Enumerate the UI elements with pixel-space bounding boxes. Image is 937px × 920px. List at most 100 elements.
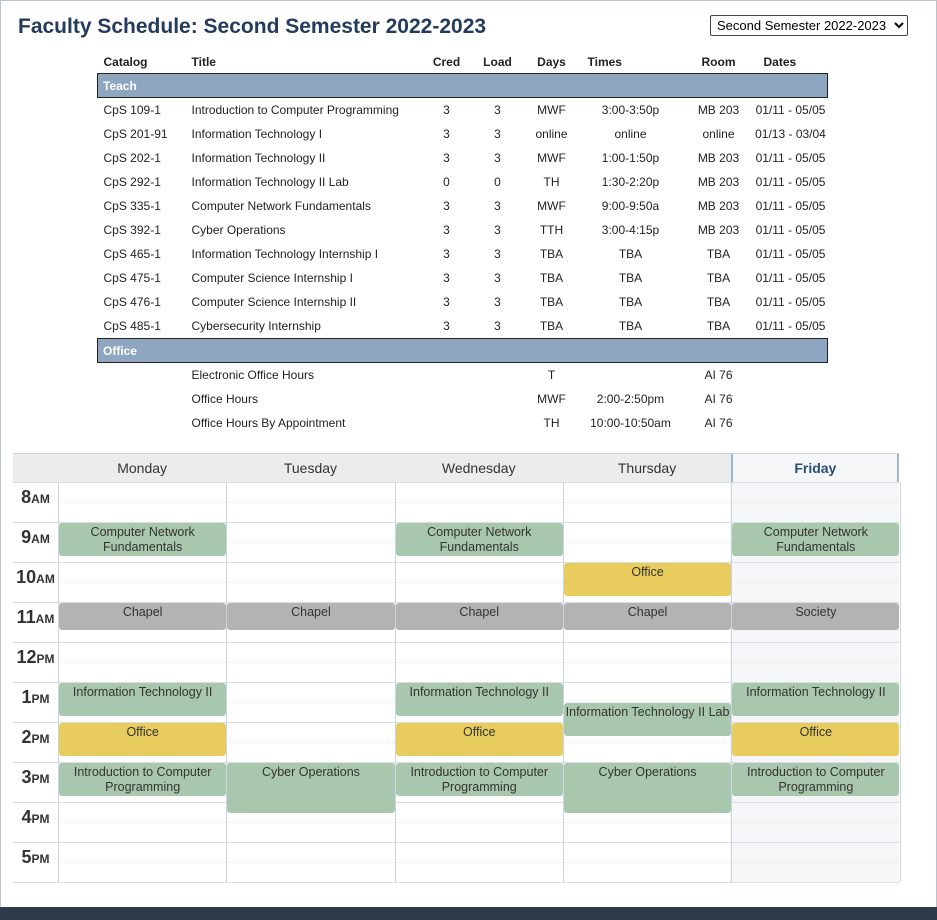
hour-number: 11 (16, 607, 36, 627)
semester-select[interactable]: Second Semester 2022-2023 (710, 15, 908, 36)
cell-room: MB 203 (697, 103, 740, 117)
calendar-event-class[interactable]: Computer Network Fundamentals (732, 523, 900, 557)
calendar-event-chapel[interactable]: Chapel (563, 603, 732, 630)
calendar-event-chapel[interactable]: Society (732, 603, 900, 630)
table-row: Office Hours By Appointment TH 10:00-10:50… (98, 411, 828, 435)
calendar-event-office[interactable]: Office (563, 563, 732, 597)
cell-cred-empty (424, 363, 470, 388)
hour-label: 10AM (13, 567, 58, 588)
cell-days: MWF (537, 151, 566, 165)
day-header-friday: Friday (731, 454, 900, 482)
cell-room: MB 203 (697, 199, 740, 213)
cell-cred: 3 (443, 103, 450, 117)
hour-number: 8 (21, 487, 32, 507)
cell-title: Computer Network Fundamentals (191, 199, 371, 213)
calendar-event-class[interactable]: Introduction to Computer Programming (732, 763, 900, 797)
calendar-event-class[interactable]: Computer Network Fundamentals (395, 523, 563, 557)
cell-load: 3 (494, 127, 501, 141)
day-column-divider (731, 482, 733, 882)
calendar-event-chapel[interactable]: Chapel (395, 603, 563, 630)
hour-label: 3PM (13, 767, 58, 788)
half-hour-gridline (58, 662, 899, 663)
calendar-event-chapel[interactable]: Chapel (227, 603, 395, 630)
hour-label: 9AM (13, 527, 58, 548)
cell-days: TH (543, 175, 560, 189)
calendar-event-class[interactable]: Computer Network Fundamentals (59, 523, 227, 557)
cell-room: TBA (706, 295, 731, 309)
cell-times: TBA (618, 319, 643, 333)
hour-gridline (13, 682, 899, 683)
hour-ampm: AM (31, 532, 50, 546)
cell-times: TBA (618, 295, 643, 309)
hour-label: 5PM (13, 847, 58, 868)
cell-dates: 01/11 - 05/05 (755, 295, 826, 309)
table-header-row: Catalog Title Cred Load Days Times Room … (98, 51, 828, 74)
cell-dates-empty (754, 411, 828, 435)
cell-load-empty (470, 363, 526, 388)
cell-dates: 01/11 - 05/05 (755, 247, 826, 261)
cell-title: Information Technology II Lab (191, 175, 349, 189)
header-times: Times (587, 55, 622, 69)
cell-room: AI 76 (704, 368, 733, 382)
calendar-event-chapel[interactable]: Chapel (59, 603, 227, 630)
cell-dates: 01/11 - 05/05 (755, 223, 826, 237)
calendar-event-class[interactable]: Information Technology II Lab (563, 703, 732, 737)
cell-load: 3 (494, 247, 501, 261)
cell-dates: 01/11 - 05/05 (755, 199, 826, 213)
hour-number: 5 (21, 847, 32, 867)
hour-label: 11AM (13, 607, 58, 628)
table-row: CpS 485-1 Cybersecurity Internship 3 3 TBA TB… (98, 314, 828, 339)
hour-gridline (13, 642, 899, 643)
section-teach-label: Teach (97, 73, 828, 98)
table-row: CpS 465-1 Information Technology Internsh… (98, 242, 828, 266)
calendar-event-class[interactable]: Information Technology II (59, 683, 227, 717)
cell-cred: 0 (443, 175, 450, 189)
day-column-divider (394, 482, 396, 882)
cell-dates: 01/11 - 05/05 (755, 103, 826, 117)
cell-cred: 3 (443, 247, 450, 261)
cell-load-empty (470, 387, 526, 411)
cell-days: MWF (537, 199, 566, 213)
cell-days: TH (543, 416, 560, 430)
cell-catalog: CpS 485-1 (103, 319, 161, 333)
header-room: Room (701, 55, 736, 69)
cell-title: Electronic Office Hours (191, 368, 315, 382)
cell-catalog-empty (98, 387, 192, 411)
hour-number: 4 (21, 807, 32, 827)
calendar-event-class[interactable]: Information Technology II (395, 683, 563, 717)
table-row: CpS 476-1 Computer Science Internship II 3… (98, 290, 828, 314)
cell-load: 3 (494, 295, 501, 309)
calendar-event-class[interactable]: Cyber Operations (227, 763, 395, 813)
hour-ampm: PM (36, 652, 55, 666)
cell-title: Information Technology Internship I (191, 247, 379, 261)
cell-title: Office Hours (191, 392, 258, 406)
cell-cred: 3 (443, 271, 450, 285)
cell-cred: 3 (443, 199, 450, 213)
calendar-event-office[interactable]: Office (395, 723, 563, 757)
calendar-event-office[interactable]: Office (59, 723, 227, 757)
calendar-event-class[interactable]: Cyber Operations (563, 763, 732, 813)
calendar-event-office[interactable]: Office (732, 723, 900, 757)
cell-title: Information Technology I (191, 127, 323, 141)
cell-title: Information Technology II (191, 151, 326, 165)
hour-label: 12PM (13, 647, 58, 668)
cell-load: 3 (494, 103, 501, 117)
calendar-event-class[interactable]: Information Technology II (732, 683, 900, 717)
cell-catalog: CpS 202-1 (103, 151, 161, 165)
table-row: CpS 392-1 Cyber Operations 3 3 TTH 3:00-4:15p… (98, 218, 828, 242)
half-hour-gridline (58, 862, 899, 863)
cell-catalog-empty (98, 411, 192, 435)
cell-room: MB 203 (697, 175, 740, 189)
calendar-event-class[interactable]: Introduction to Computer Programming (395, 763, 563, 797)
day-column-divider (899, 482, 901, 882)
hour-gridline (13, 762, 899, 763)
hour-number: 9 (21, 527, 32, 547)
hour-gridline (13, 802, 899, 803)
hour-ampm: PM (31, 772, 50, 786)
cell-title: Introduction to Computer Programming (191, 103, 399, 117)
calendar-event-class[interactable]: Introduction to Computer Programming (59, 763, 227, 797)
cell-cred: 3 (443, 127, 450, 141)
cell-dates-empty (754, 387, 828, 411)
table-row: CpS 109-1 Introduction to Computer Progra… (98, 98, 828, 123)
day-column-divider (58, 482, 59, 882)
